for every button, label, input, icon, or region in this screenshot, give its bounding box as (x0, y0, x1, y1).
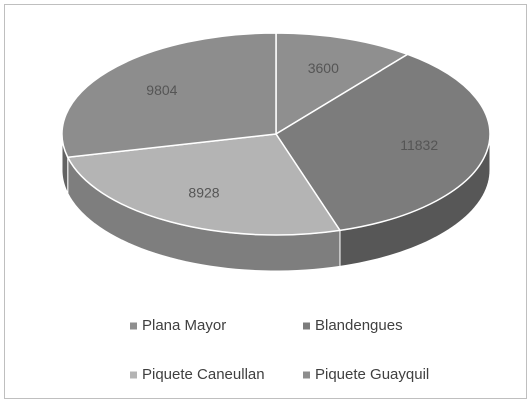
legend-swatch (130, 322, 137, 330)
pie-slice (274, 53, 491, 232)
pie-slice (275, 32, 410, 136)
legend-swatch (303, 322, 310, 330)
legend-label: Blandengues (315, 317, 403, 334)
pie-slice (61, 32, 277, 159)
legend-swatch (130, 371, 137, 379)
data-label: 9804 (146, 82, 177, 98)
legend-label: Piquete Caneullan (142, 366, 265, 383)
legend-label: Piquete Guayquil (315, 366, 429, 383)
legend-label: Plana Mayor (142, 317, 226, 334)
data-label: 8928 (188, 184, 219, 200)
data-label: 3600 (308, 60, 339, 76)
legend-swatch (303, 371, 310, 379)
pie-slice (66, 133, 342, 236)
data-label: 11832 (400, 137, 438, 153)
